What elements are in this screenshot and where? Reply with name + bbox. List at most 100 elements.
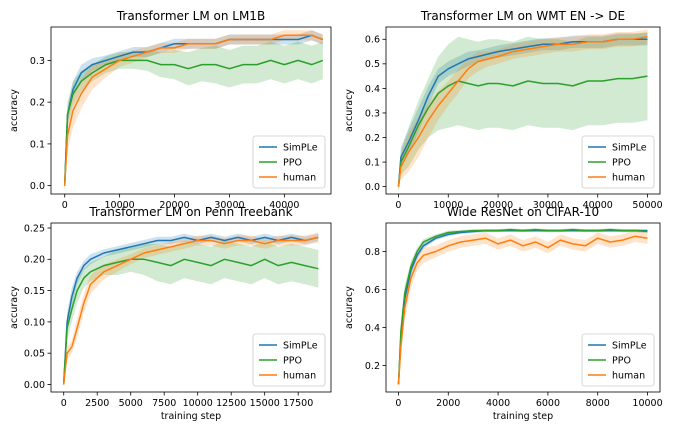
x-tick-label: 17500 — [283, 398, 313, 409]
chart-panel-2: 0 10000 20000 30000 40000 50000 0.0 0.1 0.2 0.3 0.… — [344, 9, 663, 211]
legend-label-human: human — [612, 173, 645, 184]
axes-frame — [50, 26, 332, 195]
legend-box — [252, 135, 326, 189]
x-tick-label: 8000 — [586, 398, 610, 409]
y-tick-label: 0.6 — [365, 35, 380, 46]
series-line-ppo — [63, 59, 324, 186]
plot-area — [63, 30, 324, 191]
x-tick-label: 30000 — [214, 200, 244, 211]
y-tick-label: 0.3 — [365, 108, 380, 119]
legend-label-human: human — [283, 371, 316, 382]
x-tick-label: 0 — [395, 398, 401, 409]
y-tick-label: 0.15 — [24, 286, 45, 297]
x-tick-label: 4000 — [486, 398, 510, 409]
legend-label-ppo: PPO — [612, 356, 631, 367]
y-axis-label: accuracy — [9, 286, 20, 329]
legend-label-human: human — [612, 371, 645, 382]
x-tick-label: 20000 — [159, 200, 189, 211]
x-tick-label: 40000 — [583, 200, 613, 211]
legend-box — [581, 135, 655, 189]
x-tick-label: 10000 — [183, 398, 213, 409]
band-simple — [398, 229, 648, 387]
x-tick-label: 15000 — [250, 398, 280, 409]
x-tick-label: 40000 — [269, 200, 299, 211]
y-tick-label: 0.3 — [30, 56, 45, 67]
legend-label-ppo: PPO — [612, 158, 631, 169]
x-tick-label: 10000 — [105, 200, 135, 211]
axes-frame — [385, 26, 661, 195]
x-tick-label: 20000 — [483, 200, 513, 211]
legend: SimPLe PPO human — [252, 135, 326, 189]
legend: SimPLe PPO human — [581, 135, 655, 189]
x-tick-label: 0 — [61, 398, 67, 409]
legend-label-simple: SimPLe — [612, 341, 647, 352]
y-axis-label: accuracy — [9, 89, 20, 132]
legend-label-simple: SimPLe — [612, 143, 647, 154]
y-tick-label: 0.2 — [365, 361, 380, 372]
y-tick-label: 0.20 — [24, 255, 45, 266]
plot-area — [397, 29, 648, 192]
legend: SimPLe PPO human — [252, 333, 326, 387]
x-axis-label: training step — [161, 411, 221, 422]
chart-title: Transformer LM on Penn Treebank — [88, 205, 292, 219]
y-tick-label: 0.1 — [30, 139, 45, 150]
x-tick-label: 0 — [395, 200, 401, 211]
band-ppo — [398, 31, 648, 192]
y-tick-label: 0.2 — [365, 133, 380, 144]
y-tick-label: 0.25 — [24, 223, 45, 234]
band-human — [398, 29, 648, 192]
chart-title: Transformer LM on LM1B — [116, 9, 265, 23]
legend-label-simple: SimPLe — [283, 143, 318, 154]
axes-frame — [50, 222, 332, 393]
x-tick-label: 5000 — [119, 398, 143, 409]
x-tick-label: 6000 — [536, 398, 560, 409]
chart-title: Wide ResNet on CIFAR-10 — [447, 205, 599, 219]
y-axis-label: accuracy — [344, 89, 355, 132]
legend-label-ppo: PPO — [283, 356, 302, 367]
x-tick-label: 7500 — [152, 398, 176, 409]
band-ppo — [398, 228, 648, 387]
x-tick-label: 0 — [62, 200, 68, 211]
plot-area — [62, 232, 319, 388]
y-tick-label: 0.6 — [365, 285, 380, 296]
x-tick-label: 10000 — [433, 200, 463, 211]
legend: SimPLe PPO human — [581, 333, 655, 387]
legend-box — [252, 333, 326, 387]
chart-panel-3: 0 2500 5000 7500 10000 12500 15000 17500 0.00 0.0… — [9, 205, 332, 422]
x-axis-label: training step — [493, 411, 553, 422]
series-line-ppo — [397, 228, 648, 385]
band-ppo — [64, 41, 323, 191]
chart-panel-4: 0 2000 4000 6000 8000 10000 0.2 0.4 0.6 0.8 Wide R… — [344, 205, 663, 422]
y-tick-label: 0.05 — [24, 349, 45, 360]
x-tick-label: 30000 — [533, 200, 563, 211]
legend-label-human: human — [283, 173, 316, 184]
chart-panel-1: 0 10000 20000 30000 40000 0.0 0.1 0.2 0.3 Transfo… — [9, 9, 332, 211]
y-tick-label: 0.1 — [365, 157, 380, 168]
y-axis-label: accuracy — [344, 286, 355, 329]
y-tick-label: 0.00 — [24, 380, 45, 391]
series-line-human — [63, 34, 324, 186]
legend-box — [581, 333, 655, 387]
series-line-human — [397, 235, 648, 385]
y-tick-label: 0.10 — [24, 317, 45, 328]
plot-area — [397, 228, 648, 387]
y-tick-label: 0.0 — [30, 181, 45, 192]
x-tick-label: 50000 — [632, 200, 662, 211]
y-tick-label: 0.8 — [365, 247, 380, 258]
x-tick-label: 12500 — [216, 398, 246, 409]
y-tick-label: 0.0 — [365, 182, 380, 193]
y-tick-label: 0.4 — [365, 323, 380, 334]
series-line-simple — [63, 34, 324, 186]
series-line-ppo — [397, 75, 648, 187]
y-tick-label: 0.2 — [30, 98, 45, 109]
axes-frame — [385, 222, 661, 393]
chart-title: Transformer LM on WMT EN -> DE — [420, 9, 625, 23]
legend-label-ppo: PPO — [283, 158, 302, 169]
x-tick-label: 10000 — [632, 398, 662, 409]
y-tick-label: 0.5 — [365, 59, 380, 70]
band-ppo — [63, 240, 319, 388]
x-tick-label: 2500 — [85, 398, 109, 409]
series-line-simple — [62, 236, 319, 385]
x-tick-label: 2000 — [436, 398, 460, 409]
